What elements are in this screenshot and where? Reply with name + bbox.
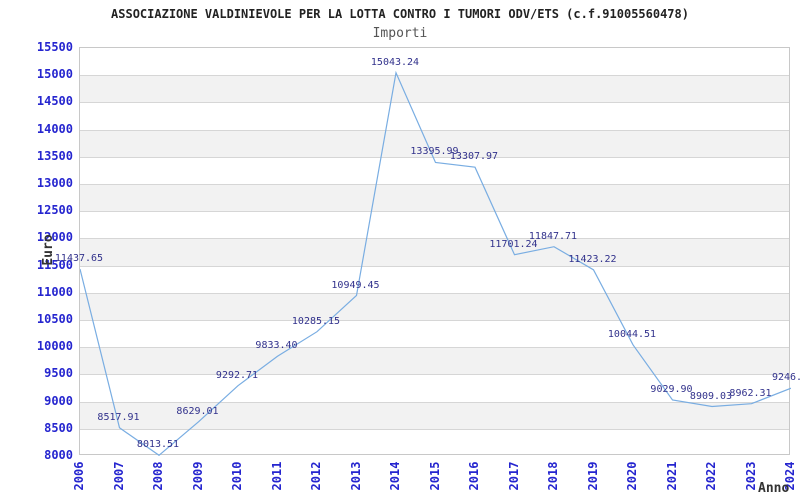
x-tick-label: 2023: [743, 461, 758, 491]
point-label: 13307.97: [449, 151, 499, 163]
point-label: 11423.22: [568, 253, 617, 265]
point-label: 8629.01: [176, 405, 219, 417]
x-tick-label: 2018: [546, 461, 560, 491]
y-tick-label: 12500: [36, 203, 73, 218]
x-tick-label: 2019: [585, 461, 600, 491]
grid-band: [80, 238, 789, 266]
y-tick-label: 10500: [36, 312, 73, 326]
point-label: 15043.24: [370, 56, 420, 68]
y-tick-label: 13000: [36, 176, 73, 190]
x-tick-label: 2014: [388, 461, 402, 491]
gridline: [80, 129, 789, 131]
point-label: 11701.24: [489, 238, 538, 250]
grid-band: [80, 75, 789, 103]
gridline: [80, 211, 789, 213]
y-axis-title: Euro: [41, 234, 56, 266]
point-label: 9029.90: [650, 383, 693, 395]
gridline: [80, 238, 789, 240]
grid-band: [80, 292, 789, 320]
x-tick-label: 2012: [309, 461, 323, 491]
x-tick-label: 2011: [269, 461, 284, 491]
point-label: 8517.91: [97, 411, 140, 423]
point-label: 8013.51: [136, 439, 180, 451]
gridline: [80, 401, 789, 403]
x-axis-title: Anno: [758, 481, 790, 496]
y-tick-label: 8500: [44, 420, 73, 435]
point-label: 11847.71: [528, 230, 578, 242]
chart-title: ASSOCIAZIONE VALDINIEVOLE PER LA LOTTA C…: [111, 7, 689, 21]
x-tick-label: 2022: [704, 461, 718, 491]
point-label: 11437.65: [54, 252, 104, 264]
gridline: [80, 156, 789, 158]
y-tick-label: 9500: [44, 366, 73, 381]
y-tick-label: 11000: [36, 284, 73, 299]
gridline: [80, 428, 789, 430]
gridline: [80, 102, 789, 104]
y-tick-label: 9000: [44, 393, 73, 408]
gridline: [80, 320, 789, 321]
y-tick-label: 15500: [36, 40, 73, 54]
chart-subtitle: Importi: [372, 26, 428, 41]
grid-band: [80, 347, 789, 375]
x-tick-label: 2020: [625, 461, 639, 491]
y-tick-label: 14500: [36, 94, 73, 109]
gridline: [80, 75, 789, 77]
x-tick-label: 2013: [348, 461, 363, 491]
x-tick-label: 2008: [151, 461, 165, 491]
y-tick-label: 11500: [36, 257, 73, 272]
x-tick-label: 2016: [467, 461, 481, 491]
y-tick-label: 15000: [36, 67, 73, 82]
x-tick-label: 2021: [664, 461, 679, 491]
x-tick-label: 2010: [230, 461, 244, 491]
x-tick-label: 2009: [190, 461, 205, 491]
point-label: 9292.71: [215, 369, 259, 381]
plot-area: [79, 47, 791, 456]
grid-band: [80, 184, 789, 212]
gridline: [80, 374, 789, 376]
y-tick-label: 14000: [36, 121, 73, 136]
x-tick-label: 2006: [72, 461, 86, 491]
gridline: [80, 292, 789, 294]
point-label: 8909.03: [689, 390, 733, 402]
point-label: 10044.51: [607, 328, 657, 340]
point-label: 10285.15: [291, 315, 341, 327]
grid-band: [80, 401, 789, 429]
point-label: 8962.31: [729, 387, 772, 399]
x-tick-label: 2017: [506, 461, 521, 491]
grid-band: [80, 129, 789, 157]
y-tick-label: 8000: [44, 448, 73, 462]
series-line: [80, 70, 791, 456]
y-tick-label: 10000: [36, 339, 73, 354]
y-tick-label: 13500: [36, 148, 73, 163]
point-label: 10949.45: [331, 279, 380, 291]
gridline: [80, 265, 789, 267]
point-label: 9833.40: [255, 340, 298, 352]
gridline: [80, 184, 789, 185]
series-line-layer: [80, 70, 791, 456]
point-label: 13395.99: [410, 146, 459, 158]
gridline: [80, 347, 789, 349]
x-tick-label: 2007: [111, 461, 126, 491]
y-tick-label: 12000: [36, 230, 73, 245]
x-tick-label: 2015: [427, 461, 442, 491]
point-label: 9246.3: [771, 372, 800, 384]
